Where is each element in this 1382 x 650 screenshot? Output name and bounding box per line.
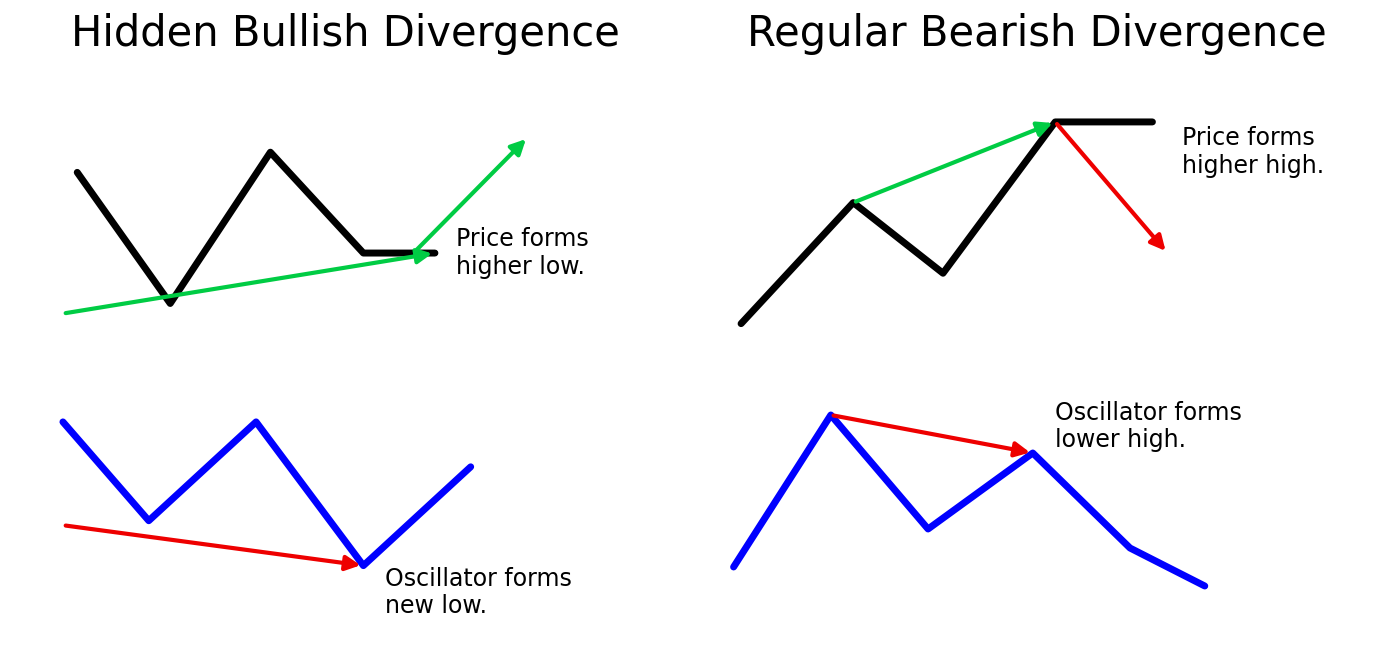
Text: Oscillator forms
new low.: Oscillator forms new low.	[384, 567, 572, 618]
Text: Price forms
higher low.: Price forms higher low.	[456, 227, 589, 279]
Text: Oscillator forms
lower high.: Oscillator forms lower high.	[1056, 400, 1242, 452]
Text: Regular Bearish Divergence: Regular Bearish Divergence	[746, 13, 1327, 55]
Text: Price forms
higher high.: Price forms higher high.	[1183, 126, 1324, 178]
Text: Hidden Bullish Divergence: Hidden Bullish Divergence	[70, 13, 621, 55]
